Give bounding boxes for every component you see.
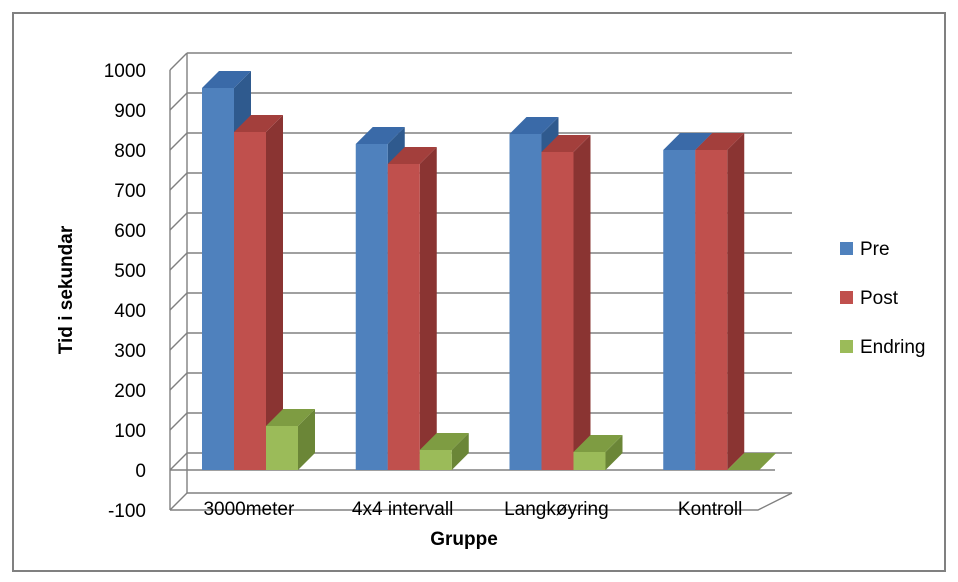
y-tick-label: 700 [114, 181, 146, 202]
bar-front [266, 426, 298, 470]
y-tick-label: 600 [114, 221, 146, 242]
legend-swatch [840, 340, 853, 353]
bar-top [202, 71, 251, 88]
bar-side [298, 409, 315, 470]
bar-endring [266, 409, 315, 470]
legend-label: Endring [860, 337, 926, 358]
bar-post [387, 147, 437, 470]
bar-top [355, 127, 405, 144]
y-tick-label: 400 [114, 301, 146, 322]
gridline-side [169, 332, 188, 351]
y-tick-label: 300 [114, 341, 146, 362]
bar-endring [573, 435, 623, 470]
bar-post [541, 135, 591, 470]
bar-side [727, 133, 745, 470]
bar-top [541, 135, 591, 152]
y-tick-label: 1000 [104, 61, 146, 82]
bar-top [727, 453, 777, 470]
y-tick-label: -100 [108, 501, 146, 522]
bar-front [387, 164, 420, 470]
gridline-side [169, 52, 188, 71]
gridline-side [169, 372, 188, 391]
bar-endring [419, 433, 469, 470]
bar-front [234, 132, 266, 470]
y-axis-label: Tid i sekundar [56, 225, 77, 354]
gridline-side [169, 212, 188, 231]
chart-frame [12, 12, 946, 572]
bar-top [266, 409, 315, 426]
legend-label: Post [860, 288, 899, 309]
bar-endring [727, 453, 777, 470]
gridline-side [169, 252, 188, 271]
gridline-side [169, 172, 188, 191]
y-tick-label: 500 [114, 261, 146, 282]
bar-front [541, 152, 574, 470]
y-tick-label: 200 [114, 381, 146, 402]
gridline-side [169, 452, 188, 471]
bar-side [573, 135, 591, 470]
bar-front [573, 452, 606, 470]
bar-top [695, 133, 745, 150]
bar-top [509, 117, 559, 134]
x-tick-labels: 3000meter 4x4 intervall Langkøyring Kontrol… [203, 499, 742, 520]
bar-top [663, 133, 713, 150]
bar-side [419, 147, 437, 470]
bar-post [695, 133, 745, 470]
x-tick-label: Langkøyring [504, 499, 609, 520]
bar-top [419, 433, 469, 450]
bar-front [202, 88, 234, 470]
bars-layer [202, 71, 777, 470]
bar-side [266, 115, 283, 470]
floor-outline [170, 492, 793, 511]
y-tick-label: 900 [114, 101, 146, 122]
bar-front [509, 134, 542, 470]
gridline-side [169, 92, 188, 111]
legend-label: Pre [860, 239, 890, 260]
bar-top [387, 147, 437, 164]
y-tick-label: 800 [114, 141, 146, 162]
gridline-side [169, 292, 188, 311]
bar-top [573, 435, 623, 452]
legend-swatch [840, 291, 853, 304]
bar-front [419, 450, 452, 470]
gridline-side [169, 132, 188, 151]
x-tick-label: Kontroll [678, 499, 742, 520]
x-tick-label: 4x4 intervall [352, 499, 453, 520]
x-tick-label: 3000meter [203, 499, 295, 520]
legend-swatch [840, 242, 853, 255]
bar-side [605, 435, 623, 470]
gridline-side [169, 492, 188, 511]
x-axis-label: Gruppe [430, 529, 498, 550]
bar-side [451, 433, 469, 470]
gridline-side [169, 412, 188, 431]
y-tick-label: 0 [135, 461, 146, 482]
bar-front [695, 150, 728, 470]
bar-post [234, 115, 283, 470]
bar-front [663, 150, 696, 470]
legend: Pre Post Endring [840, 239, 926, 358]
bar-front [355, 144, 388, 470]
y-tick-label: 100 [114, 421, 146, 442]
bar-top [234, 115, 283, 132]
